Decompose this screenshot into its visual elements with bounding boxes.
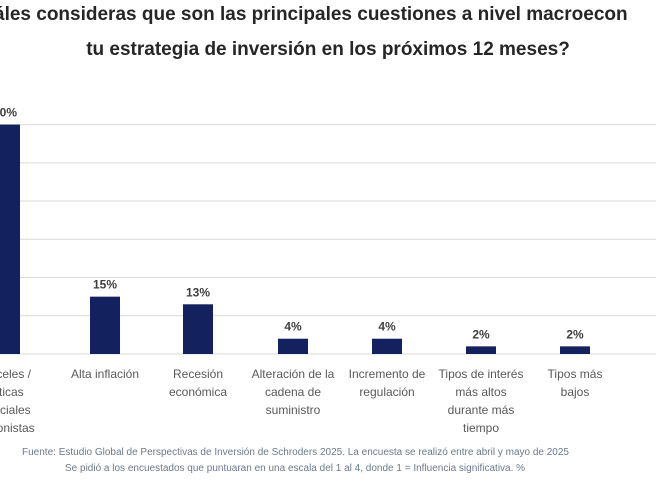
data-label: 2% [472, 327, 490, 341]
category-label: suministro [266, 403, 321, 417]
category-label: tiempo [463, 421, 499, 435]
bar [372, 338, 402, 354]
category-label: merciales [0, 403, 31, 417]
chart-title-line-1: áles consideras que son las principales … [0, 4, 628, 25]
category-label: durante más [448, 403, 515, 417]
category-label: Alteración de la [252, 367, 335, 381]
category-label: más altos [455, 385, 506, 399]
category-label: cadena de [265, 385, 321, 399]
source-note-line-1: Fuente: Estudio Global de Perspectivas d… [22, 447, 569, 458]
bar [183, 304, 213, 354]
data-label: 2% [566, 327, 584, 341]
bar [466, 346, 496, 354]
category-label: Recesión [173, 367, 223, 381]
category-label: Incremento de [349, 367, 426, 381]
category-label: Tipos más [548, 367, 603, 381]
category-label: Alta inflación [71, 367, 139, 381]
category-label: olíticas [0, 385, 24, 399]
source-note-line-2: Se pidió a los encuestados que puntuaran… [65, 463, 526, 474]
bar [560, 346, 590, 354]
data-label: 15% [93, 278, 117, 292]
bar [278, 338, 308, 354]
category-label: ranceles / [0, 367, 32, 381]
data-label: 60% [0, 106, 17, 120]
category-label: bajos [561, 385, 590, 399]
chart-title-line-2: tu estrategia de inversión en los próxim… [86, 39, 570, 60]
category-label: accionistas [0, 421, 35, 435]
data-label: 4% [284, 320, 302, 334]
bar [90, 296, 120, 354]
data-label: 4% [378, 320, 396, 334]
category-label: Tipos de interés [439, 367, 524, 381]
bar [0, 124, 20, 355]
category-label: económica [169, 385, 227, 399]
category-label: regulación [359, 385, 414, 399]
data-label: 13% [186, 285, 210, 299]
